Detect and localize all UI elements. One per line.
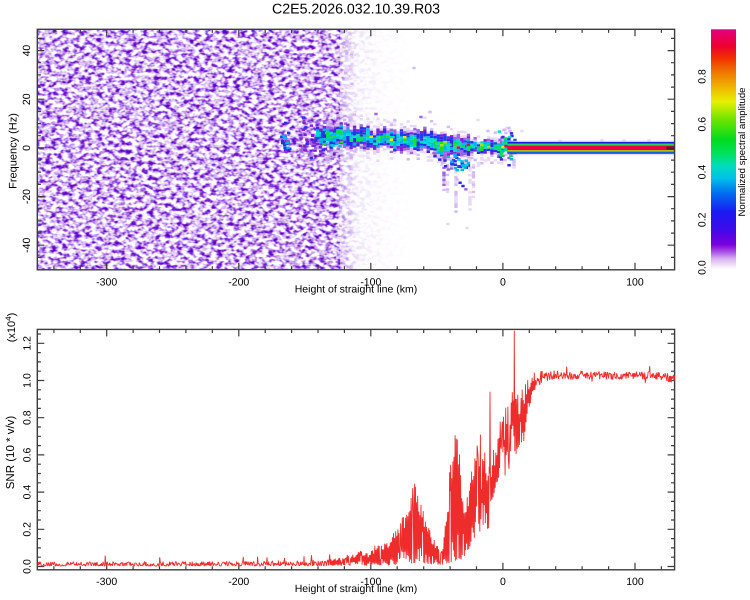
svg-text:C2E5.2026.032.10.39.R03: C2E5.2026.032.10.39.R03 — [272, 2, 440, 18]
svg-text:-200: -200 — [228, 576, 249, 588]
svg-text:-100: -100 — [360, 576, 381, 588]
svg-text:-40: -40 — [21, 237, 33, 252]
svg-text:SNR (10 * v/v): SNR (10 * v/v) — [5, 416, 17, 490]
svg-text:-300: -300 — [96, 276, 117, 288]
svg-text:-200: -200 — [228, 276, 249, 288]
svg-text:Height of straight line (km): Height of straight line (km) — [295, 284, 418, 296]
svg-text:Frequency (Hz): Frequency (Hz) — [8, 113, 20, 189]
svg-text:20: 20 — [21, 93, 33, 105]
svg-text:1.2: 1.2 — [22, 336, 34, 351]
svg-text:0.8: 0.8 — [697, 69, 709, 84]
svg-text:Normalized spectral amplitude: Normalized spectral amplitude — [737, 87, 748, 216]
svg-text:0.4: 0.4 — [22, 485, 34, 500]
svg-text:0.6: 0.6 — [22, 447, 34, 462]
svg-text:0.0: 0.0 — [22, 559, 34, 574]
svg-text:-100: -100 — [360, 276, 381, 288]
svg-text:0: 0 — [500, 276, 506, 288]
svg-text:100: 100 — [626, 276, 644, 288]
svg-text:0: 0 — [21, 145, 33, 151]
svg-text:Height of straight line (km): Height of straight line (km) — [295, 583, 418, 595]
svg-text:100: 100 — [626, 576, 644, 588]
svg-text:1.0: 1.0 — [22, 373, 34, 388]
svg-text:0.4: 0.4 — [697, 165, 709, 180]
svg-text:0.2: 0.2 — [22, 522, 34, 537]
svg-text:0.6: 0.6 — [697, 117, 709, 132]
svg-text:-300: -300 — [96, 576, 117, 588]
svg-text:0.8: 0.8 — [22, 410, 34, 425]
svg-text:(x104): (x104) — [4, 313, 18, 343]
svg-text:0: 0 — [500, 576, 506, 588]
svg-text:40: 40 — [21, 45, 33, 57]
svg-text:-20: -20 — [21, 189, 33, 204]
svg-text:0.2: 0.2 — [697, 212, 709, 227]
svg-text:0.0: 0.0 — [697, 260, 709, 275]
